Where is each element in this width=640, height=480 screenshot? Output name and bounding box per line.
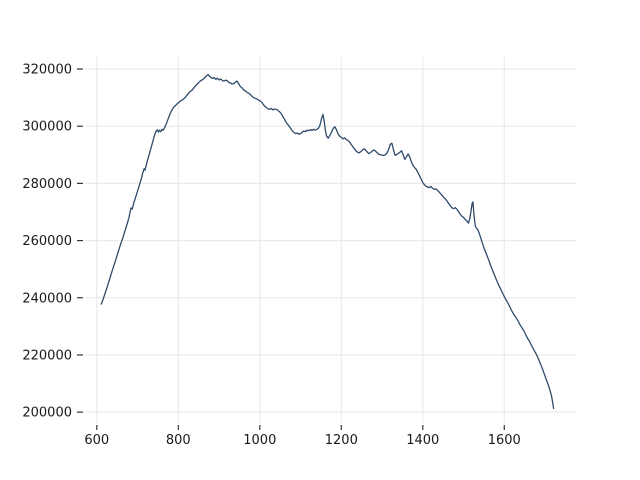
- y-tick-label: 300000: [22, 120, 72, 135]
- series-layer: [100, 73, 555, 410]
- data-series-line: [100, 73, 555, 410]
- x-tick-label: 1400: [406, 433, 439, 448]
- x-tick-label: 1600: [488, 433, 521, 448]
- y-tick-label: 260000: [22, 234, 72, 249]
- y-tick-label: 240000: [22, 291, 72, 306]
- y-tick-label: 220000: [22, 348, 72, 363]
- y-tick-label: 280000: [22, 177, 72, 192]
- x-tick-label: 600: [84, 433, 109, 448]
- y-tick-label: 320000: [22, 63, 72, 78]
- x-tick-label: 1200: [325, 433, 358, 448]
- grid-layer: [85, 57, 576, 423]
- tick-layer: [77, 68, 505, 430]
- x-tick-label: 800: [166, 433, 191, 448]
- y-tick-label: 200000: [22, 406, 72, 421]
- tick-label-layer: 200000 220000 240000 260000 280000 300000 3200…: [22, 63, 520, 448]
- x-tick-label: 1000: [243, 433, 276, 448]
